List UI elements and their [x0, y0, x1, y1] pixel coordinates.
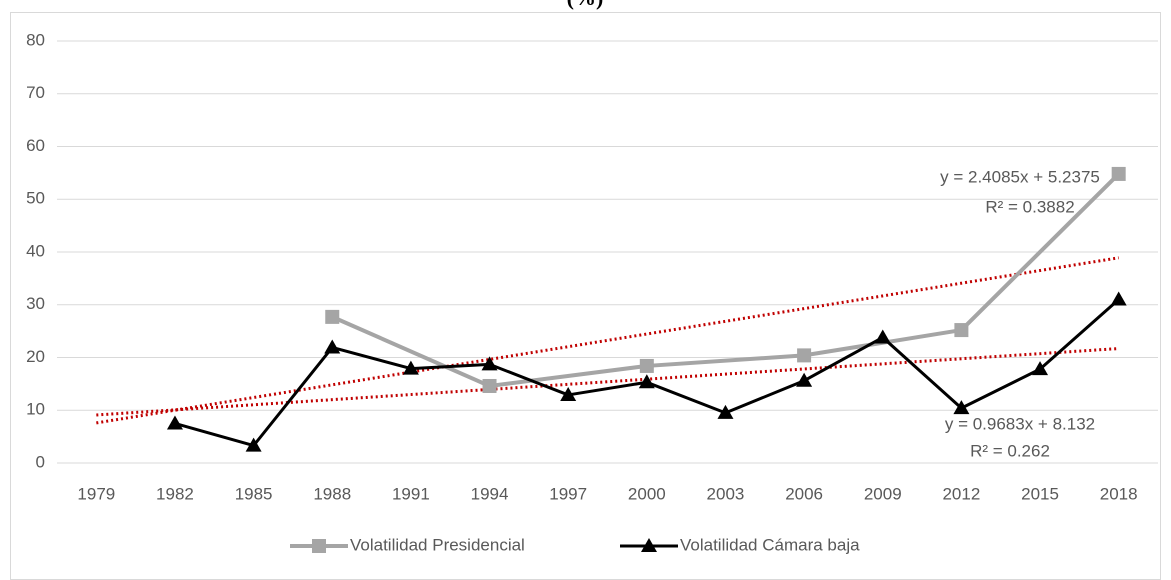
trendline: [96, 347, 1119, 417]
x-tick-label: 1991: [392, 484, 430, 503]
data-point: [325, 309, 340, 324]
trendline-equation: y = 0.9683x + 8.132: [945, 414, 1095, 433]
data-point: [953, 400, 970, 415]
data-point: [796, 372, 813, 387]
trendline-r2: R² = 0.3882: [985, 197, 1074, 216]
x-tick-label: 1982: [156, 484, 194, 503]
series-line: [331, 172, 1121, 388]
y-tick-label: 50: [26, 189, 45, 208]
legend-label: Volatilidad Presidencial: [350, 535, 525, 554]
x-tick-label: 1979: [77, 484, 115, 503]
data-point: [560, 386, 577, 401]
y-tick-label: 80: [26, 30, 45, 49]
x-tick-label: 2003: [707, 484, 745, 503]
data-point: [1110, 291, 1127, 306]
y-tick-label: 20: [26, 347, 45, 366]
data-point: [874, 329, 891, 344]
chart-frame: [10, 12, 1161, 580]
y-tick-label: 70: [26, 83, 45, 102]
x-tick-label: 2012: [942, 484, 980, 503]
data-point: [1111, 166, 1126, 181]
trendline-equation: y = 2.4085x + 5.2375: [940, 167, 1100, 186]
legend-marker: [641, 538, 657, 552]
data-point: [717, 404, 734, 419]
data-point: [482, 378, 497, 393]
data-point: [166, 415, 183, 430]
legend-marker: [312, 539, 326, 553]
x-tick-label: 2006: [785, 484, 823, 503]
y-tick-label: 30: [26, 294, 45, 313]
data-point: [954, 323, 969, 338]
x-tick-label: 2009: [864, 484, 902, 503]
chart-title: (%): [567, 0, 604, 10]
data-point: [402, 360, 419, 375]
data-point: [797, 348, 812, 363]
x-tick-label: 1988: [313, 484, 351, 503]
y-tick-label: 60: [26, 136, 45, 155]
x-tick-label: 1994: [471, 484, 509, 503]
x-tick-label: 2000: [628, 484, 666, 503]
data-point: [638, 374, 655, 389]
data-point: [481, 356, 498, 371]
y-tick-label: 40: [26, 241, 45, 260]
y-tick-label: 0: [36, 452, 45, 471]
data-point: [245, 437, 262, 452]
data-point: [639, 358, 654, 373]
data-point: [1032, 361, 1049, 376]
x-tick-label: 1985: [235, 484, 273, 503]
x-tick-label: 2015: [1021, 484, 1059, 503]
y-tick-label: 10: [26, 400, 45, 419]
trendline-r2: R² = 0.262: [970, 441, 1050, 460]
legend-label: Volatilidad Cámara baja: [680, 535, 860, 554]
data-point: [324, 339, 341, 354]
x-tick-label: 2018: [1100, 484, 1138, 503]
x-tick-label: 1997: [549, 484, 587, 503]
